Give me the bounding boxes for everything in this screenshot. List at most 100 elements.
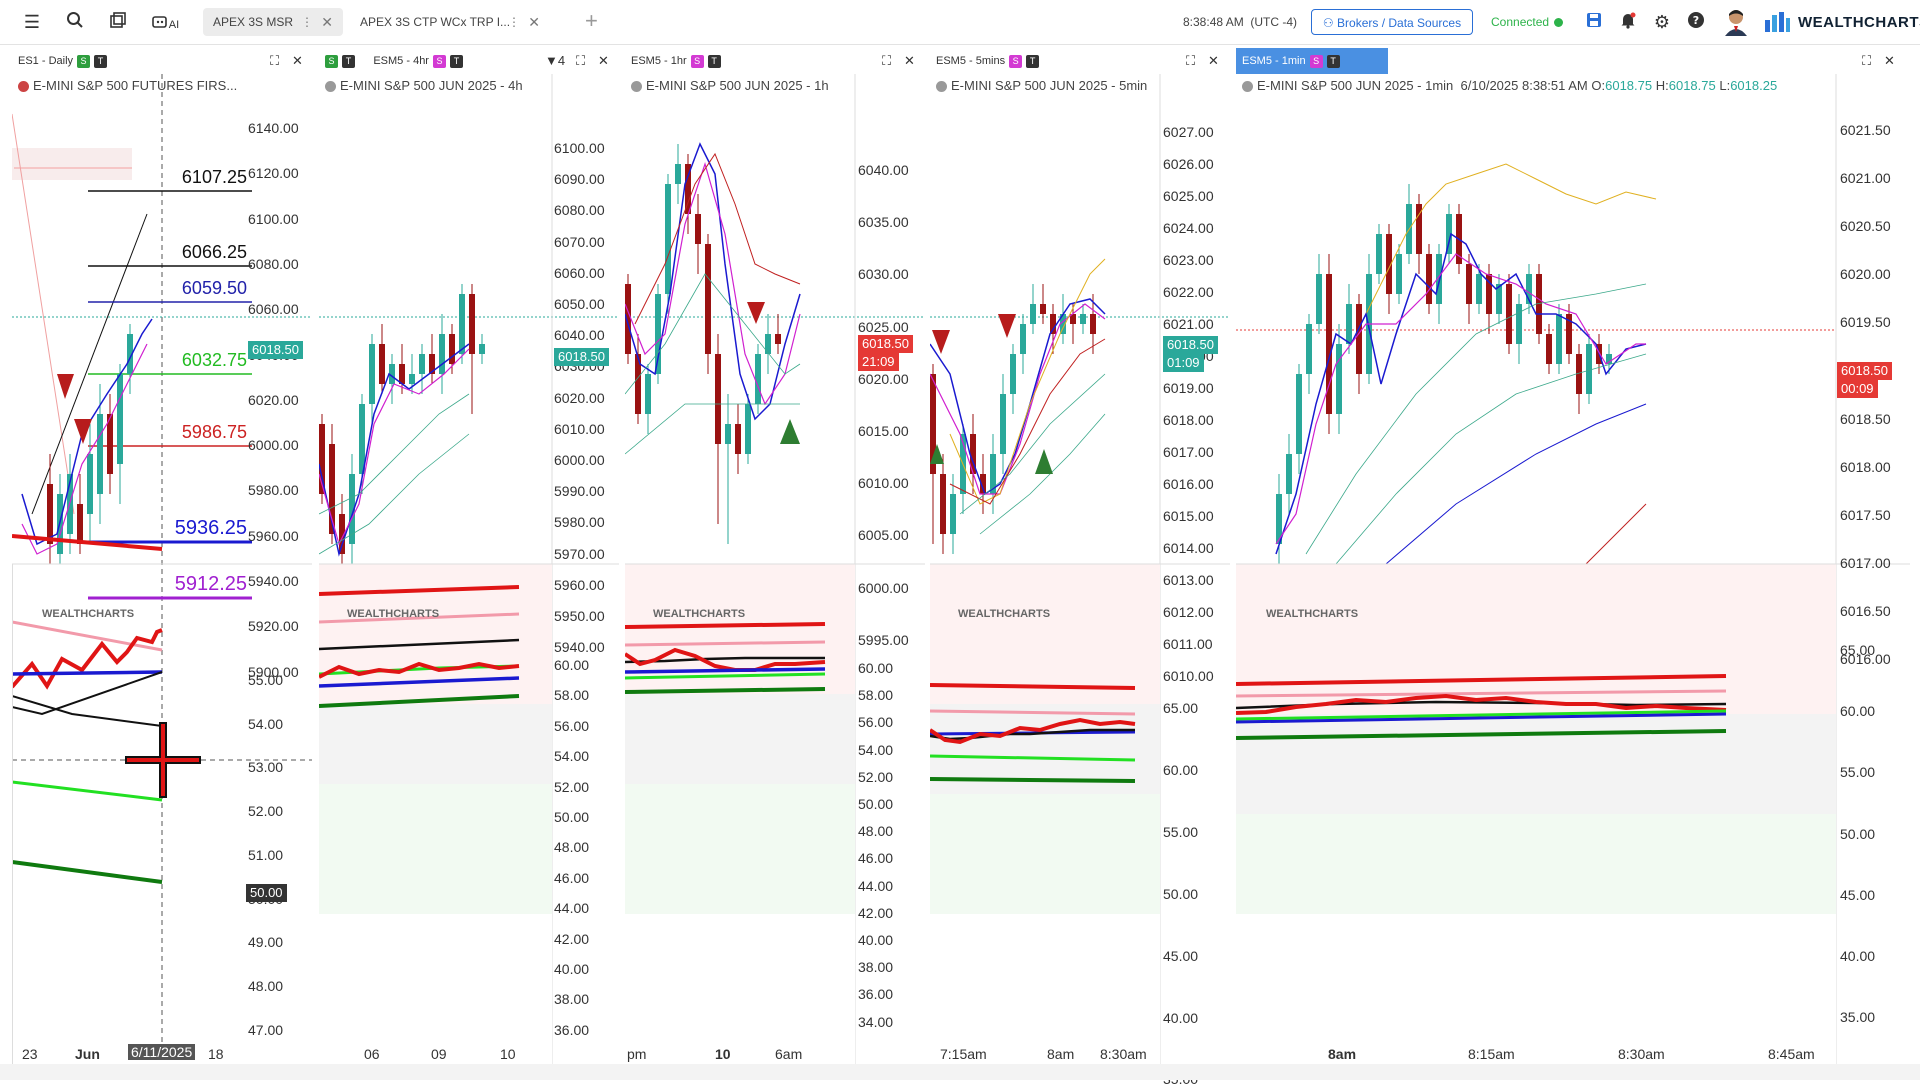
- template-badge[interactable]: T: [94, 54, 108, 68]
- osc-tick: 52.00: [554, 778, 590, 795]
- maximize-icon[interactable]: ⛶: [1862, 53, 1872, 68]
- close-panel-icon[interactable]: ✕: [904, 53, 915, 68]
- status-dot-icon: [936, 81, 947, 93]
- osc-tick: 60.00: [1163, 761, 1199, 778]
- chart-canvas[interactable]: [1236, 74, 1910, 1064]
- panel-symbol[interactable]: ESM5 - 4hr: [373, 55, 429, 67]
- maximize-icon[interactable]: ⛶: [1186, 53, 1196, 68]
- price-tick: 6013.00: [1163, 572, 1214, 588]
- price-tick: 6025.00: [1163, 188, 1214, 204]
- layout-tab-apex-ctp[interactable]: APEX 3S CTP WCx TRP I... ⋮ ✕: [350, 8, 550, 36]
- candle-body: [1556, 314, 1562, 364]
- bell-icon[interactable]: [1617, 11, 1639, 33]
- search-icon[interactable]: [64, 11, 86, 33]
- candle-body: [1050, 314, 1056, 334]
- hamburger-menu-icon[interactable]: ☰: [23, 12, 41, 32]
- panel-symbol[interactable]: ESM5 - 1hr: [631, 55, 687, 67]
- chart-panel-daily[interactable]: ES1 - Daily S T ⛶ ✕ E-MINI S&P 500 FUTURES…: [12, 48, 312, 1064]
- price-tick: 6011.00: [1163, 636, 1213, 652]
- chart-canvas[interactable]: [930, 74, 1230, 1064]
- price-tick: 6021.50: [1840, 122, 1891, 138]
- template-badge[interactable]: T: [1026, 54, 1040, 68]
- ai-assistant-icon[interactable]: AI: [148, 11, 182, 33]
- panel-symbol[interactable]: ES1 - Daily: [18, 55, 74, 67]
- chart-panel-1hr[interactable]: ESM5 - 1hr S T ⛶ ✕ E-MINI S&P 500 JUN 2025…: [625, 48, 925, 1064]
- gear-icon[interactable]: ⚙: [1653, 12, 1671, 32]
- ohlc-datetime: 6/10/2025 8:38:51 AM: [1460, 78, 1588, 93]
- tab-close-icon[interactable]: ✕: [321, 14, 333, 30]
- maximize-icon[interactable]: ⛶: [576, 53, 586, 68]
- price-tick: 6020.50: [1840, 218, 1891, 235]
- chart-panel-5min[interactable]: ESM5 - 5mins S T ⛶ ✕ E-MINI S&P 500 JUN 20…: [930, 48, 1230, 1087]
- osc-tick: 42.00: [554, 930, 590, 947]
- chart-title: E-MINI S&P 500 JUN 2025 - 4h: [325, 78, 523, 93]
- layout-tab-apex-msr[interactable]: APEX 3S MSR ⋮ ✕: [203, 8, 343, 36]
- candle-body: [1060, 314, 1066, 334]
- strategy-badge[interactable]: S: [77, 54, 91, 68]
- tab-menu-icon[interactable]: ⋮: [301, 15, 313, 29]
- layouts-icon[interactable]: [107, 11, 129, 33]
- candle-body: [735, 424, 741, 454]
- strategy-badge[interactable]: S: [325, 54, 338, 68]
- time-label: 8:30am: [1618, 1046, 1665, 1062]
- tab-menu-icon[interactable]: ⋮: [508, 15, 520, 29]
- template-badge[interactable]: T: [1326, 54, 1340, 68]
- chart-panel-1min[interactable]: ESM5 - 1min S T ⛶ ✕ E-MINI S&P 500 JUN 202…: [1236, 48, 1910, 1064]
- time-label: 6am: [775, 1046, 803, 1062]
- countdown-value: 00:09: [1841, 381, 1874, 396]
- close-panel-icon[interactable]: ✕: [1208, 53, 1219, 68]
- maximize-icon[interactable]: ⛶: [270, 53, 280, 68]
- price-tick: 6022.00: [1163, 284, 1214, 300]
- osc-tick: 40.00: [1840, 948, 1876, 964]
- panel-symbol[interactable]: ESM5 - 1min: [1242, 55, 1306, 67]
- maximize-icon[interactable]: ⛶: [882, 53, 892, 68]
- candle-body: [1576, 354, 1582, 394]
- strategy-badge[interactable]: S: [1009, 54, 1023, 68]
- template-badge[interactable]: T: [449, 54, 463, 68]
- active-panel-label[interactable]: ESM5 - 1min S T: [1236, 48, 1388, 74]
- osc-tick: 58.00: [858, 687, 894, 704]
- price-tick: 6023.00: [1163, 252, 1214, 268]
- osc-tick: 50.00: [554, 809, 590, 825]
- add-tab-icon[interactable]: +: [585, 8, 598, 33]
- price-tick: 6020.00: [248, 391, 299, 408]
- osc-tick: 45.00: [1840, 886, 1876, 903]
- osc-tick: 44.00: [554, 900, 590, 917]
- close-panel-icon[interactable]: ✕: [598, 53, 609, 68]
- panel-symbol[interactable]: ESM5 - 5mins: [936, 55, 1006, 67]
- candle-body: [1040, 304, 1046, 314]
- help-icon[interactable]: ?: [1685, 11, 1707, 33]
- candle-body: [930, 374, 936, 474]
- price-tick: 6014.00: [1163, 540, 1214, 556]
- status-dot-icon: [1554, 18, 1563, 27]
- candle-countdown: 01:09: [1163, 354, 1204, 372]
- close-panel-icon[interactable]: ✕: [1884, 53, 1895, 68]
- panel-count[interactable]: ▼4: [545, 53, 566, 68]
- price-tick: 6025.00: [858, 318, 909, 335]
- svg-text:?: ?: [1693, 14, 1699, 27]
- candle-body: [479, 344, 485, 354]
- time-label: 8:30am: [1100, 1046, 1147, 1062]
- price-tick: 6035.00: [858, 214, 909, 231]
- osc-tick: 65.00: [1163, 700, 1199, 716]
- chart-canvas[interactable]: 6107.25 6066.25 6059.50 6032.75 5986.75 5936.…: [12, 74, 312, 1064]
- candle-body: [349, 474, 355, 544]
- candle-body: [775, 334, 781, 344]
- strategy-badge[interactable]: S: [432, 54, 446, 68]
- time-label: 09: [431, 1046, 447, 1062]
- save-icon[interactable]: [1583, 11, 1605, 33]
- candle-body: [1426, 254, 1432, 304]
- close-panel-icon[interactable]: ✕: [292, 53, 303, 68]
- tab-close-icon[interactable]: ✕: [528, 14, 540, 30]
- chart-canvas[interactable]: [625, 74, 925, 1064]
- avatar[interactable]: [1723, 8, 1749, 36]
- template-badge[interactable]: T: [342, 54, 355, 68]
- strategy-badge[interactable]: S: [1309, 54, 1323, 68]
- price-tick: 6016.50: [1840, 603, 1891, 619]
- chart-canvas[interactable]: [319, 74, 619, 1064]
- strategy-badge[interactable]: S: [690, 54, 704, 68]
- brokers-data-sources-button[interactable]: ⚇ Brokers / Data Sources: [1311, 9, 1473, 35]
- last-price: 6018.50: [1841, 363, 1888, 378]
- template-badge[interactable]: T: [707, 54, 721, 68]
